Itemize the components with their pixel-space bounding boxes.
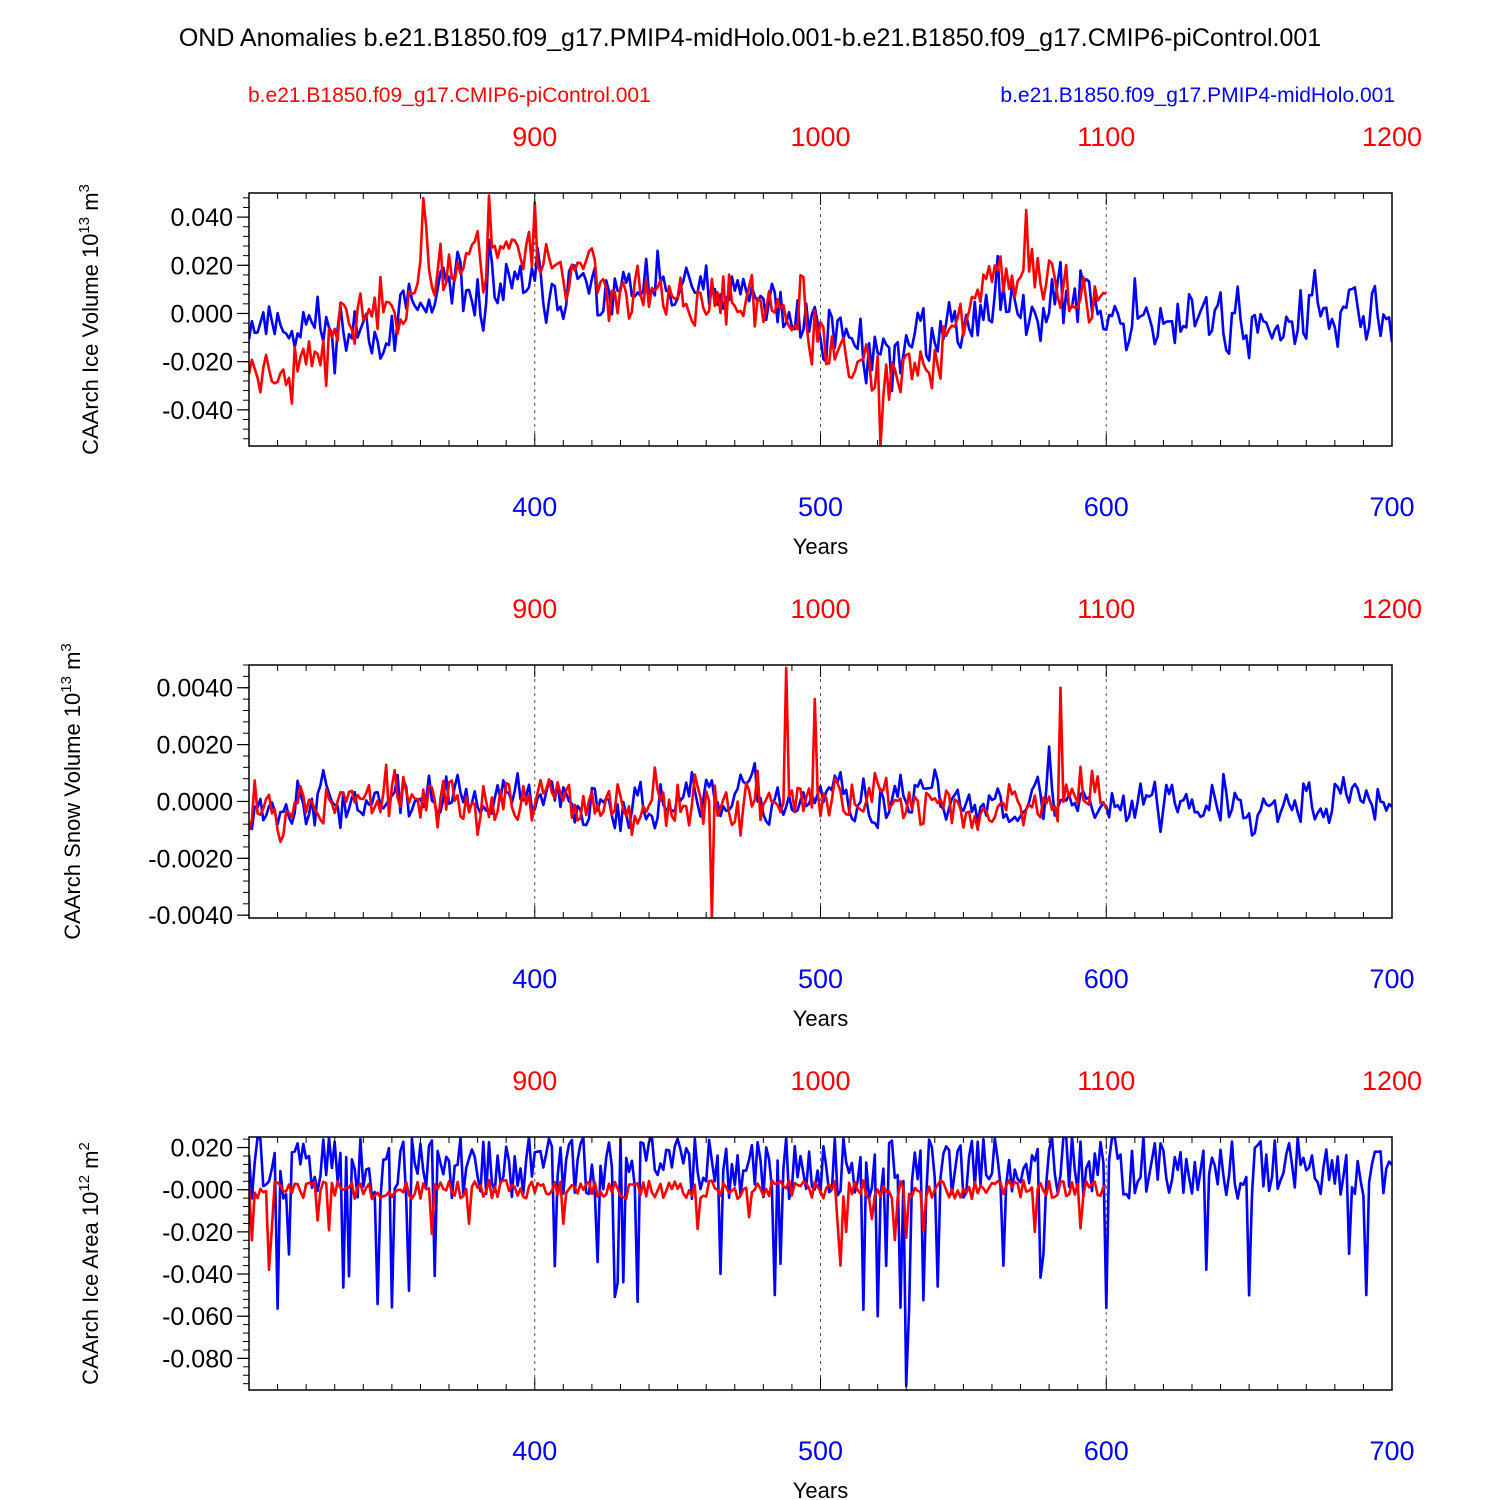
x-tick-label-top: 1100 (1077, 594, 1135, 624)
y-tick-label: -0.020 (162, 349, 233, 377)
panel-ice-area: 0.020 -0.000 -0.020 -0.040 -0.060 -0.080 400 50… (76, 1066, 1422, 1500)
y-tick-label: -0.060 (162, 1303, 233, 1331)
y-axis-label: CAArch Ice Area 1012 m2 (76, 1142, 103, 1385)
y-tick-label: 0.020 (170, 1135, 233, 1163)
x-tick-label-top: 1000 (790, 1066, 850, 1096)
series-picontrol-line (249, 666, 1108, 918)
x-tick-label-bottom: 600 (1084, 1436, 1129, 1466)
series-picontrol-line (249, 194, 1107, 446)
x-tick-label-top: 1200 (1362, 594, 1422, 624)
x-tick-label-top: 1000 (790, 122, 850, 152)
x-tick-label-bottom: 700 (1369, 964, 1414, 994)
y-tick-label: -0.0040 (148, 902, 233, 930)
x-axis-label: Years (793, 534, 848, 559)
legend-midholo: b.e21.B1850.f09_g17.PMIP4-midHolo.001 (1000, 84, 1395, 107)
x-tick-label-bottom: 600 (1084, 964, 1129, 994)
x-tick-label-bottom: 600 (1084, 492, 1129, 522)
x-axis-label: Years (793, 1006, 848, 1031)
x-tick-label-bottom: 500 (798, 492, 843, 522)
y-tick-label: 0.020 (170, 252, 233, 280)
y-tick-label: 0.040 (170, 204, 233, 232)
x-tick-label-top: 1100 (1077, 122, 1135, 152)
y-tick-label: 0.0040 (157, 675, 233, 703)
x-tick-label-bottom: 500 (798, 964, 843, 994)
y-axis-label: CAArch Ice Volume 1013 m3 (76, 184, 103, 455)
series-midholo-line (249, 238, 1392, 393)
panel-ice-volume: 0.040 0.020 0.000 -0.020 -0.040 400 500 600 700 9… (76, 122, 1422, 559)
y-tick-label: -0.080 (162, 1345, 233, 1373)
x-tick-label-top: 1200 (1362, 1066, 1422, 1096)
chart-title: OND Anomalies b.e21.B1850.f09_g17.PMIP4-… (179, 24, 1321, 52)
panel-snow-volume: 0.0040 0.0020 0.0000 -0.0020 -0.0040 400 500 60… (58, 594, 1422, 1031)
x-tick-label-bottom: 700 (1369, 1436, 1414, 1466)
x-axis-label: Years (793, 1478, 848, 1500)
x-tick-label-bottom: 400 (512, 492, 557, 522)
y-tick-label: -0.020 (162, 1219, 233, 1247)
y-tick-label: -0.000 (162, 1177, 233, 1205)
x-tick-label-bottom: 400 (512, 964, 557, 994)
x-tick-label-top: 1200 (1362, 122, 1422, 152)
legend-picontrol: b.e21.B1850.f09_g17.CMIP6-piControl.001 (248, 84, 651, 107)
x-tick-label-top: 1000 (790, 594, 850, 624)
x-tick-label-top: 900 (512, 122, 557, 152)
y-tick-label: -0.0020 (148, 845, 233, 873)
x-tick-label-bottom: 700 (1369, 492, 1414, 522)
x-tick-label-top: 900 (512, 594, 557, 624)
x-tick-label-bottom: 400 (512, 1436, 557, 1466)
x-tick-label-top: 900 (512, 1066, 557, 1096)
series-picontrol-line (249, 1178, 1107, 1272)
series-midholo-line (249, 745, 1392, 837)
x-tick-label-top: 1100 (1077, 1066, 1135, 1096)
y-tick-label: 0.000 (170, 300, 233, 328)
y-tick-label: -0.040 (162, 1261, 233, 1289)
y-tick-label: -0.040 (162, 397, 233, 425)
y-tick-label: 0.0000 (157, 788, 233, 816)
y-tick-label: 0.0020 (157, 732, 233, 760)
y-axis-label: CAArch Snow Volume 1013 m3 (58, 643, 85, 940)
x-tick-label-bottom: 500 (798, 1436, 843, 1466)
